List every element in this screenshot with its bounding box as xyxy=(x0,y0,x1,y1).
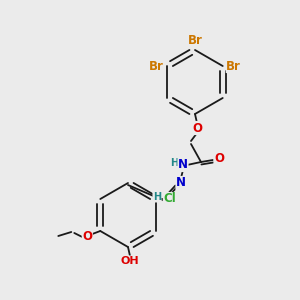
Text: Br: Br xyxy=(188,34,202,47)
Text: N: N xyxy=(178,158,188,172)
Text: H: H xyxy=(170,158,178,168)
Text: O: O xyxy=(192,122,202,134)
Text: H: H xyxy=(153,192,161,202)
Text: Cl: Cl xyxy=(163,193,176,206)
Text: O: O xyxy=(214,152,224,164)
Text: O: O xyxy=(82,230,92,244)
Text: OH: OH xyxy=(121,256,139,266)
Text: N: N xyxy=(176,176,186,190)
Text: Br: Br xyxy=(149,59,164,73)
Text: Br: Br xyxy=(226,59,241,73)
